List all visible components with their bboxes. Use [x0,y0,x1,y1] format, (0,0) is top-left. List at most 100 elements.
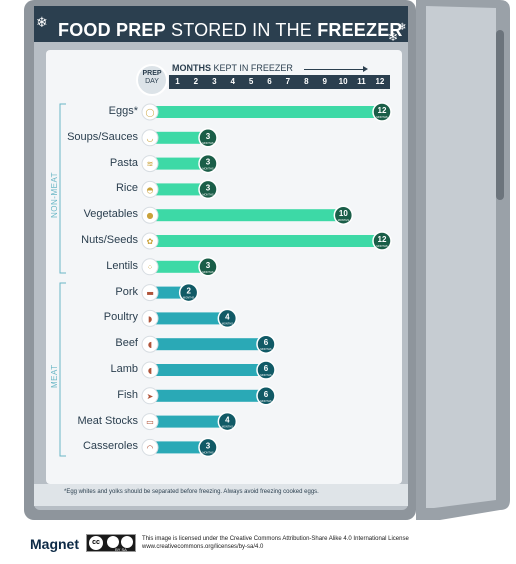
value-unit-label: MONTHS [202,167,214,171]
month-tick-label: 10 [338,77,348,86]
bar [150,131,208,144]
bar [150,338,266,351]
snowflake-icon: ❄ [388,30,399,44]
month-tick-label: 12 [375,77,385,86]
pork-icon-glyph: ▬ [146,289,154,298]
category-label: Meat Stocks [77,414,138,427]
value-label: 3 [206,261,211,270]
meat-bracket [59,282,66,457]
bar [150,183,208,196]
egg-icon [141,103,159,121]
stock-pot-icon-glyph: ▭ [146,418,154,427]
category-label: Rice [115,182,138,195]
value-unit-label: MONTHS [260,347,272,351]
bar [150,260,208,273]
beef-icon [141,335,159,353]
bar [150,415,228,428]
value-badge [198,153,218,174]
value-unit-label: MONTHS [202,192,214,196]
value-unit-label: MONTHS [202,270,214,274]
category-label: Lamb [110,363,138,375]
lamb-icon-glyph: ◖ [148,366,152,375]
value-badge [372,231,392,251]
fridge-top-band [34,6,408,42]
month-tick-label: 2 [193,77,199,86]
sa-icon [121,536,133,548]
months-axis-bold: MONTHS [172,63,211,73]
value-badge [372,102,392,122]
bar [150,209,344,222]
pepper-icon-glyph: ● [147,211,154,220]
value-unit-label: MONTHS [376,115,388,119]
title-bold-1: FOOD PREP [58,20,166,40]
day-label: DAY [145,78,159,85]
value-badge [333,205,354,225]
license-line-1: This image is licensed under the Creativ… [142,536,409,542]
lentils-icon-glyph: ⁘ [147,263,154,272]
value-unit-label: MONTHS [202,141,214,145]
page-title: FOOD PREP STORED IN THE FREEZER [58,20,402,44]
bar [150,235,382,247]
category-label: Beef [115,337,138,350]
value-label: 6 [264,338,269,347]
value-unit-label: MONTHS [338,218,350,222]
snowflake-icon: ❄ [36,14,48,30]
license-text: This image is licensed under the Creativ… [142,535,409,551]
poultry-icon [141,309,159,327]
month-tick-label: 5 [248,77,254,86]
value-unit-label: MONTHS [376,244,388,248]
bar [150,441,208,454]
months-axis-rest: KEPT IN FREEZER [213,63,293,73]
month-tick-label: 7 [285,77,291,86]
cc-badge-text: BY SA [115,547,127,552]
title-light: STORED IN THE [171,20,312,40]
month-tick-label: 11 [357,77,366,86]
bar [150,106,382,118]
fish-icon-glyph: ➤ [147,392,154,401]
value-badge [217,411,238,432]
fridge-door-handle [496,30,504,200]
nuts-icon-glyph: ✿ [147,237,154,246]
arrow-right-icon [304,66,368,72]
value-unit-label: MONTHS [260,399,272,403]
category-label: Fish [117,388,138,401]
value-label: 2 [186,287,191,296]
value-label: 3 [206,183,211,192]
bar [150,286,189,299]
cc-icon: cc [89,536,103,550]
chart-panel [46,50,402,484]
rice-icon-glyph: ◓ [147,185,154,194]
soup-icon [141,129,159,147]
value-badge [217,308,238,329]
pasta-icon [141,155,159,173]
prep-day-badge [136,64,168,96]
bar [150,389,266,402]
month-tick-label: 4 [230,77,235,86]
non-meat-bracket [59,103,66,274]
value-unit-label: MONTHS [202,450,214,454]
value-unit-label: MONTHS [183,296,195,300]
category-label: Eggs* [108,105,138,117]
value-badge [198,257,218,277]
value-badge [256,360,276,380]
prep-label: PREP [142,70,162,77]
bar [150,157,208,170]
value-label: 3 [206,132,211,141]
value-badge [256,334,276,354]
rice-icon [141,180,159,198]
bar [150,312,228,325]
value-badge [198,179,218,200]
value-label: 6 [264,390,269,399]
category-label: Lentils [106,259,138,272]
month-tick-label: 1 [175,77,180,86]
egg-icon-glyph: ◯ [146,108,155,117]
value-label: 4 [225,312,230,321]
value-badge [178,282,199,303]
value-unit-label: MONTHS [222,425,234,429]
casserole-icon [141,438,159,456]
poultry-icon-glyph: ◗ [148,314,152,323]
fish-icon [141,387,159,405]
value-badge [256,386,276,406]
